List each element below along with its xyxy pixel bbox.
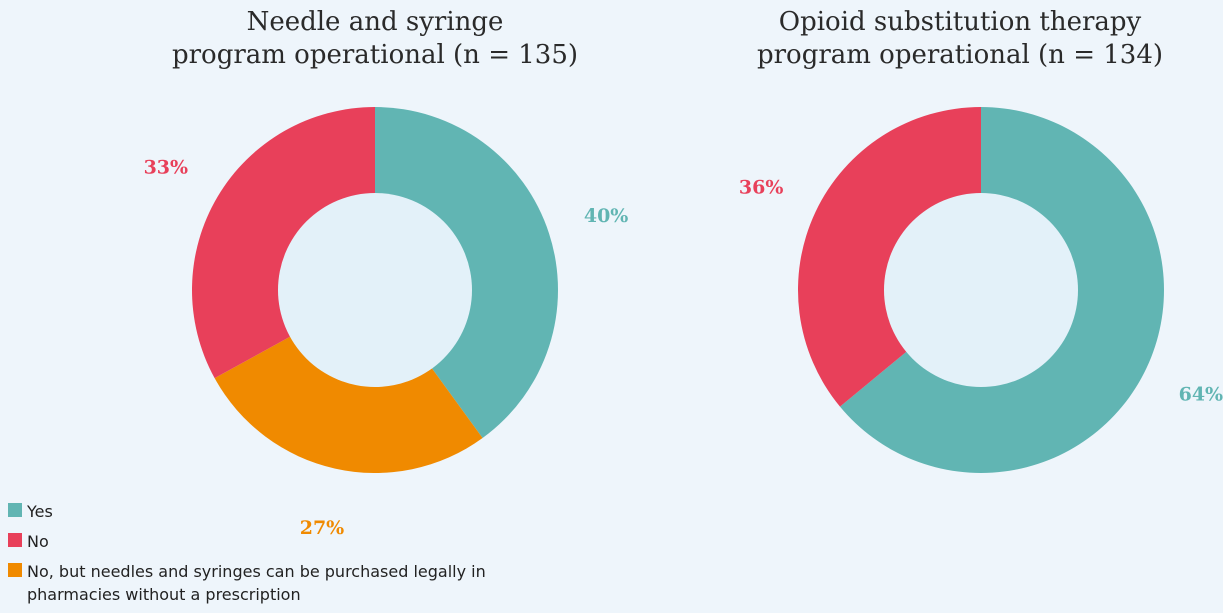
left-title-line-1: Needle and syringe <box>246 7 504 37</box>
chart-1-donut-hole <box>884 193 1078 387</box>
legend-swatch-no-pharmacy <box>8 563 22 577</box>
legend-item-no-pharmacy: No, but needles and syringes can be purc… <box>8 560 497 606</box>
legend-label-yes: Yes <box>27 502 53 521</box>
chart-0-label-yes: 40% <box>584 205 629 227</box>
legend-item-no: No <box>8 530 497 553</box>
chart-0-label-no: 33% <box>144 156 189 178</box>
chart-0-label-no-but-needles-and-syringes-ca: 27% <box>300 517 345 539</box>
right-title-line-2: program operational (n = 134) <box>756 40 1164 70</box>
legend-swatch-no <box>8 533 22 547</box>
right-chart-title: Opioid substitution therapy program oper… <box>700 6 1220 72</box>
legend-swatch-yes <box>8 503 22 517</box>
legend-item-yes: Yes <box>8 500 497 523</box>
legend-label-no: No <box>27 532 49 551</box>
chart-1-label-yes: 64% <box>1179 383 1223 405</box>
chart-0-donut-hole <box>278 193 472 387</box>
legend-label-no-pharmacy: No, but needles and syringes can be purc… <box>27 562 486 604</box>
chart-1-slice-no <box>797 106 981 407</box>
left-chart-title: Needle and syringe program operational (… <box>100 6 650 72</box>
legend: Yes No No, but needles and syringes can … <box>8 500 497 613</box>
chart-1-label-no: 36% <box>739 177 784 199</box>
right-title-line-1: Opioid substitution therapy <box>778 7 1142 37</box>
left-title-line-2: program operational (n = 135) <box>171 40 579 70</box>
